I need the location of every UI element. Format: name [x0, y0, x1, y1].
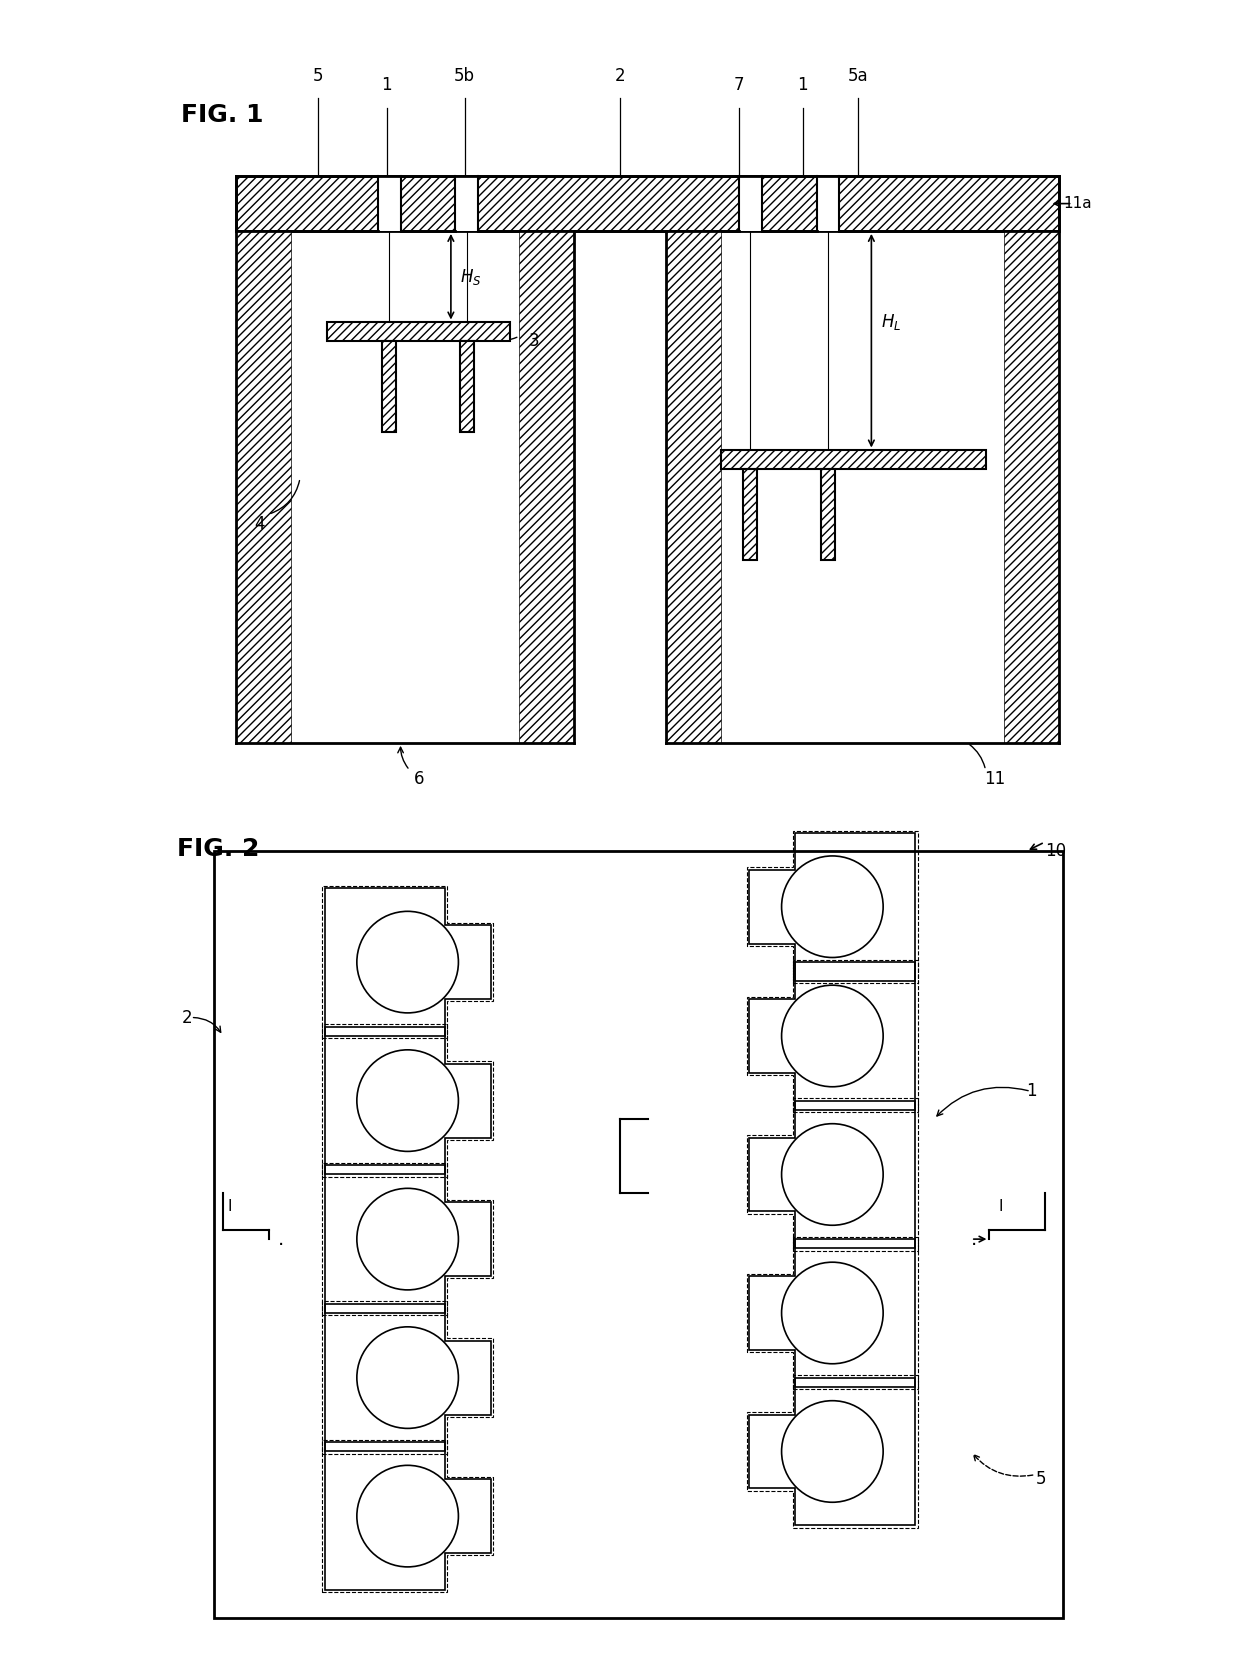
Polygon shape — [327, 322, 511, 341]
Text: 1: 1 — [1027, 1082, 1037, 1100]
Polygon shape — [382, 341, 396, 432]
Polygon shape — [460, 341, 474, 432]
Text: .: . — [971, 1230, 977, 1248]
Text: 11: 11 — [985, 771, 1006, 788]
Polygon shape — [666, 231, 720, 743]
Polygon shape — [1004, 231, 1059, 743]
Text: 5a: 5a — [847, 66, 868, 85]
Text: 5b: 5b — [454, 66, 475, 85]
Text: 7: 7 — [734, 76, 744, 93]
Polygon shape — [213, 851, 1063, 1617]
Polygon shape — [720, 450, 986, 469]
Text: 5: 5 — [312, 66, 324, 85]
Polygon shape — [236, 231, 291, 743]
Text: I: I — [228, 1200, 232, 1215]
Text: 6: 6 — [414, 771, 424, 788]
Polygon shape — [236, 176, 1059, 231]
Polygon shape — [378, 176, 401, 231]
Text: $H_S$: $H_S$ — [460, 266, 481, 288]
Text: 11a: 11a — [1064, 196, 1092, 211]
Text: 10: 10 — [1045, 843, 1066, 859]
Text: .: . — [278, 1230, 285, 1248]
Polygon shape — [816, 176, 839, 231]
Polygon shape — [744, 469, 758, 560]
Text: FIG. 1: FIG. 1 — [181, 103, 264, 126]
Text: $H_L$: $H_L$ — [880, 312, 900, 332]
Text: 2: 2 — [615, 66, 625, 85]
Text: 1: 1 — [797, 76, 808, 93]
Text: 4: 4 — [254, 515, 265, 532]
Text: I: I — [998, 1200, 1003, 1215]
Text: 2: 2 — [181, 1009, 192, 1027]
Polygon shape — [455, 176, 479, 231]
Text: 5: 5 — [1035, 1471, 1047, 1487]
Text: FIG. 2: FIG. 2 — [177, 838, 259, 861]
Text: 1: 1 — [382, 76, 392, 93]
Polygon shape — [821, 469, 835, 560]
Polygon shape — [739, 176, 761, 231]
Polygon shape — [520, 231, 574, 743]
Text: 3: 3 — [528, 332, 539, 349]
